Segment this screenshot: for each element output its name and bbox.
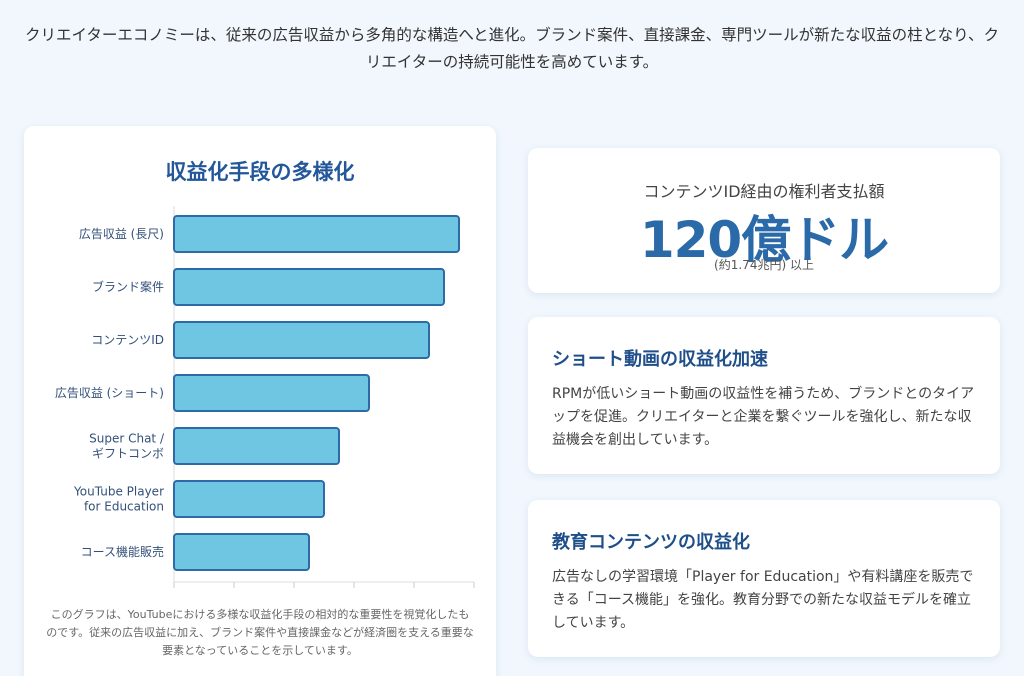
category-label: ギフトコンボ: [92, 447, 164, 461]
chart-caption: このグラフは、YouTubeにおける多様な収益化手段の相対的な重要性を視覚化した…: [46, 608, 474, 657]
bar: [173, 427, 340, 465]
bar: [173, 268, 445, 306]
category-label: Super Chat /: [89, 432, 165, 446]
category-label: コンテンツID: [91, 333, 164, 347]
stat-value: 120億ドル: [639, 211, 889, 269]
category-label: ブランド案件: [92, 279, 164, 294]
bar: [173, 533, 310, 571]
category-label: コース機能販売: [81, 544, 164, 559]
category-label: 広告収益 (長尺): [79, 227, 164, 241]
chart-card: 収益化手段の多様化 広告収益 (長尺) ブランド案件 コンテンツID 広告収益 (ショ…: [24, 126, 496, 676]
bar: [173, 321, 430, 359]
category-label: 広告収益 (ショート): [55, 386, 164, 400]
short-video-title: ショート動画の収益化加速: [552, 349, 768, 370]
category-label: for Education: [84, 500, 164, 514]
category-label: YouTube Player: [73, 485, 164, 499]
education-title: 教育コンテンツの収益化: [552, 532, 750, 553]
bar: [173, 374, 370, 412]
education-body: 広告なしの学習環境「Player for Education」や有料講座を販売で…: [552, 569, 974, 631]
stat-label: コンテンツID経由の権利者支払額: [643, 182, 885, 201]
short-video-body: RPMが低いショート動画の収益性を補うため、ブランドとのタイアップを促進。クリエ…: [552, 386, 975, 448]
bar: [173, 215, 460, 253]
short-video-card: ショート動画の収益化加速 RPMが低いショート動画の収益性を補うため、ブランドと…: [528, 317, 1000, 474]
bar: [173, 480, 325, 518]
stat-note: (約1.74兆円) 以上: [714, 258, 814, 272]
stat-card: コンテンツID経由の権利者支払額 120億ドル (約1.74兆円) 以上: [528, 148, 1000, 293]
education-card: 教育コンテンツの収益化 広告なしの学習環境「Player for Educati…: [528, 500, 1000, 657]
intro-text: クリエイターエコノミーは、従来の広告収益から多角的な構造へと進化。ブランド案件、…: [24, 26, 1000, 71]
chart-title: 収益化手段の多様化: [165, 160, 355, 184]
